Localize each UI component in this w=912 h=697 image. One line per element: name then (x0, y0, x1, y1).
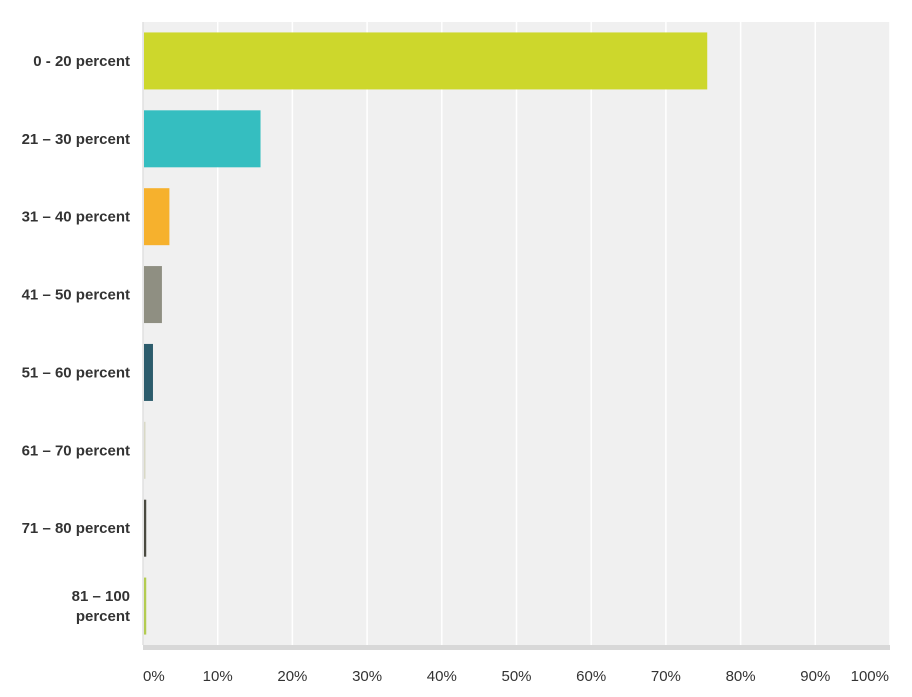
x-tick-label: 30% (352, 668, 382, 685)
x-tick-label: 90% (800, 668, 830, 685)
bar (144, 343, 153, 401)
bar (144, 499, 147, 557)
x-tick-label: 100% (851, 668, 889, 685)
bar (144, 188, 170, 246)
x-tick-label: 10% (203, 668, 233, 685)
bar (144, 266, 162, 324)
x-tick-label: 70% (651, 668, 681, 685)
bar (144, 421, 146, 479)
category-label: 41 – 50 percent (22, 287, 130, 304)
category-label: 51 – 60 percent (22, 364, 130, 381)
category-label: 81 – 100 (72, 588, 130, 605)
category-label: 31 – 40 percent (22, 209, 130, 226)
x-axis-line (143, 645, 890, 650)
x-tick-label: 80% (726, 668, 756, 685)
bar (144, 110, 261, 168)
bar (144, 577, 147, 635)
category-label: 61 – 70 percent (22, 442, 130, 459)
x-tick-label: 20% (277, 668, 307, 685)
x-tick-label: 0% (143, 668, 165, 685)
bar (144, 32, 708, 90)
category-label: 0 - 20 percent (33, 53, 130, 70)
x-tick-label: 40% (427, 668, 457, 685)
category-label: 21 – 30 percent (22, 131, 130, 148)
x-tick-label: 60% (576, 668, 606, 685)
category-label: 71 – 80 percent (22, 520, 130, 537)
x-tick-label: 50% (501, 668, 531, 685)
category-label: percent (76, 608, 130, 625)
